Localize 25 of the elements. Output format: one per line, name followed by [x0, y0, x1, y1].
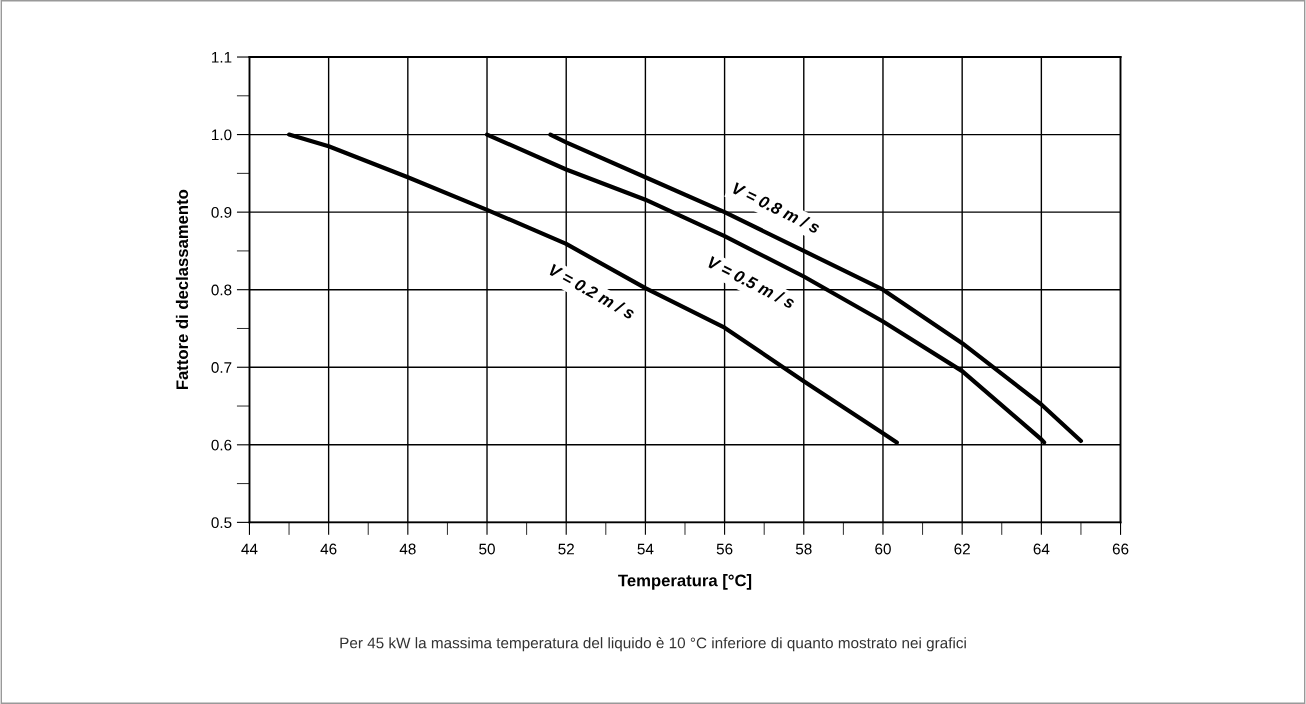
y-tick-label: 1.1: [212, 52, 232, 63]
y-tick-label: 0.9: [211, 207, 232, 218]
text: V = 0.5 m / s: [706, 255, 797, 310]
x-tick-label: 50: [479, 543, 495, 555]
x-tick-label: 60: [875, 543, 891, 555]
y-tick-label: 1.0: [212, 129, 232, 141]
y-tick-label: 0.8: [211, 284, 232, 296]
x-tick-label: 54: [637, 543, 654, 555]
x-tick-label: 56: [716, 543, 733, 555]
x-tick-label: 48: [399, 543, 416, 555]
x-tick-label: 66: [1112, 543, 1129, 555]
y-tick-label: 0.5: [211, 517, 232, 529]
x-tick-label: 44: [241, 543, 258, 555]
x-tick-label: 58: [795, 543, 812, 555]
x-tick-label: 64: [1033, 543, 1050, 555]
y-tick-label: 0.7: [211, 362, 232, 373]
y-tick-label: 0.6: [211, 439, 232, 451]
x-tick-label: 46: [320, 543, 337, 555]
x-tick-label: 62: [954, 543, 970, 555]
y-axis-title: Fattore di declassamento: [175, 189, 189, 390]
x-tick-label: 52: [558, 543, 574, 555]
text: V = 0.2 m / s: [548, 263, 637, 320]
text: Per 45 kW la massima temperatura del liquido è 10 °C inferiore di quanto mostrato nei grafici: [340, 636, 966, 652]
x-axis-title: Temperatura [°C]: [618, 574, 752, 590]
text: V = 0.8 m / s: [731, 181, 822, 235]
